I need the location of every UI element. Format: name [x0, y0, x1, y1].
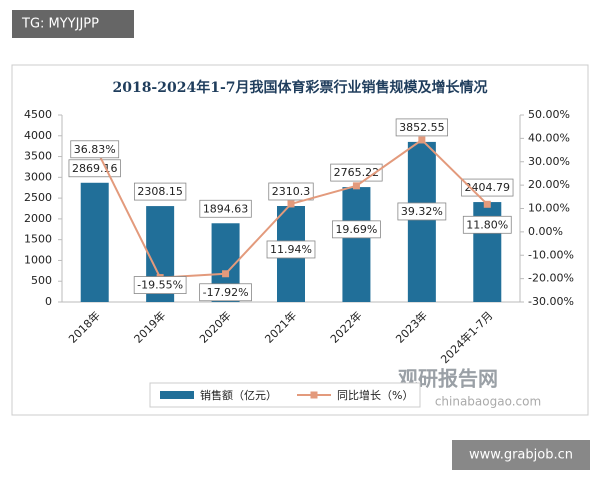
bar — [80, 182, 109, 302]
data-label: 3852.55 — [399, 121, 445, 134]
y-tick-label: 2000 — [24, 212, 52, 225]
data-label: 2765.22 — [334, 166, 380, 179]
y-tick-label: 4500 — [24, 108, 52, 121]
y2-tick-label: 0.00% — [528, 225, 563, 238]
chart-title: 2018-2024年1-7月我国体育彩票行业销售规模及增长情况 — [112, 79, 487, 96]
marker — [418, 136, 426, 144]
watermark-box — [12, 10, 134, 38]
y-tick-label: 0 — [45, 295, 52, 308]
legend-label: 销售额（亿元） — [200, 388, 277, 402]
legend-box — [149, 382, 421, 408]
y-tick-label: 500 — [31, 274, 52, 287]
bar — [342, 187, 371, 302]
marker — [352, 182, 360, 190]
legend-label: 同比增长（%） — [337, 388, 413, 402]
data-label: 2404.79 — [465, 181, 511, 194]
data-label: -17.92% — [203, 286, 249, 299]
label-box — [397, 202, 447, 221]
data-label: 2869.16 — [72, 162, 118, 175]
y2-tick-label: 10.00% — [528, 202, 570, 215]
y2-tick-label: 20.00% — [528, 178, 570, 191]
y-tick-label: 1000 — [24, 253, 52, 266]
label-box — [199, 283, 252, 302]
watermark-box — [452, 440, 590, 470]
label-box — [462, 215, 512, 234]
data-label: 39.32% — [401, 205, 443, 218]
data-label: 36.83% — [74, 143, 116, 156]
label-box — [395, 118, 449, 137]
data-label: 2308.15 — [137, 185, 183, 198]
watermark: TG: MYYJJPP — [21, 17, 99, 32]
watermark: www.grabjob.cn — [469, 448, 573, 463]
legend-swatch — [160, 391, 194, 399]
bar — [407, 141, 436, 302]
label-box — [133, 182, 187, 201]
marker — [222, 270, 230, 278]
y2-tick-label: 30.00% — [528, 155, 570, 168]
data-label: -19.55% — [137, 279, 183, 292]
label-box — [268, 182, 314, 201]
marker — [483, 200, 491, 208]
label-box — [199, 199, 252, 218]
y-tick-label: 2500 — [24, 191, 52, 204]
y2-tick-label: 50.00% — [528, 108, 570, 121]
data-label: 11.80% — [466, 218, 508, 231]
y-tick-label: 4000 — [24, 129, 52, 142]
y2-tick-label: 40.00% — [528, 131, 570, 144]
y2-tick-label: -10.00% — [528, 248, 574, 261]
label-box — [70, 140, 120, 159]
data-label: 2310.3 — [272, 185, 311, 198]
marker — [287, 200, 295, 208]
label-box — [332, 220, 381, 239]
y2-tick-label: -20.00% — [528, 272, 574, 285]
data-label: 1894.63 — [203, 202, 249, 215]
legend-swatch — [310, 391, 318, 399]
watermark: chinabaogao.com — [435, 395, 541, 409]
y-tick-label: 3500 — [24, 150, 52, 163]
data-label: 11.94% — [270, 243, 312, 256]
y2-tick-label: -30.00% — [528, 295, 574, 308]
y-tick-label: 3000 — [24, 170, 52, 183]
label-box — [266, 240, 316, 259]
data-label: 19.69% — [335, 223, 377, 236]
label-box — [133, 276, 187, 294]
y-tick-label: 1500 — [24, 233, 52, 246]
